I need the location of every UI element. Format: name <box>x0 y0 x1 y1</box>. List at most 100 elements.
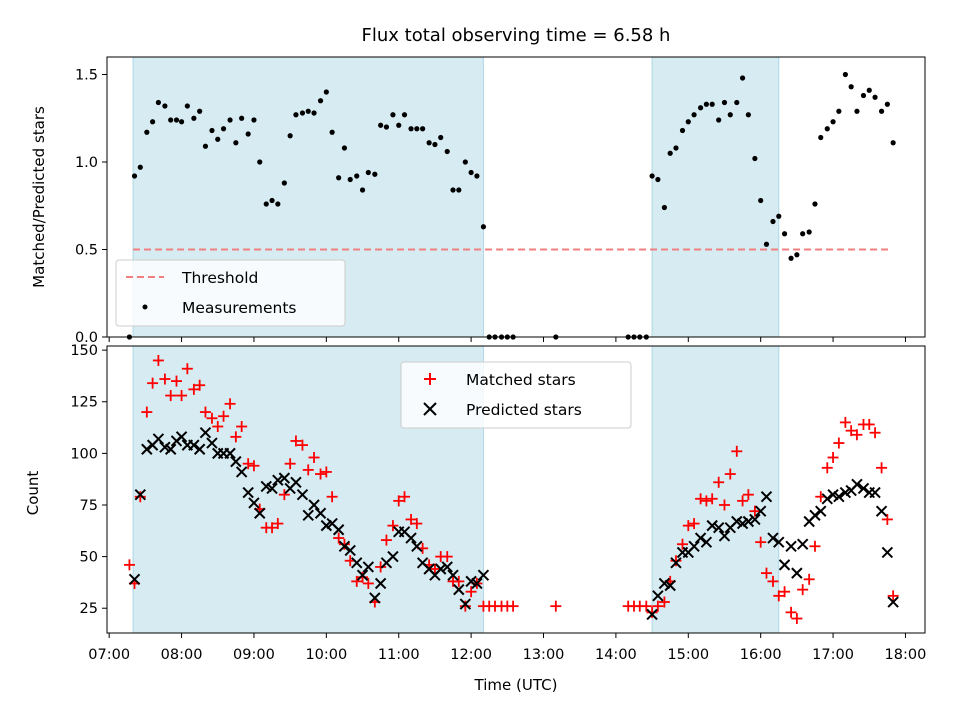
measurement-point <box>697 105 704 111</box>
measurement-point <box>137 164 143 170</box>
predicted-star-point <box>706 519 718 532</box>
matched-star-point <box>165 390 177 402</box>
measurement-point <box>752 155 758 162</box>
shaded-interval <box>651 345 780 634</box>
predicted-star-point <box>235 466 248 478</box>
matched-star-point <box>718 499 730 511</box>
predicted-star-point <box>199 427 212 439</box>
predicted-star-point <box>254 507 266 519</box>
matched-star-point <box>670 555 682 567</box>
measurement-point <box>432 141 438 148</box>
chart-title: Flux total observing time = 6.58 h <box>362 25 671 46</box>
predicted-star-point <box>362 561 375 573</box>
legend-measurements-swatch <box>142 304 148 310</box>
matched-star-point <box>453 575 465 587</box>
matched-star-point <box>393 495 405 507</box>
matched-star-point <box>405 513 417 525</box>
predicted-star-point <box>785 540 797 552</box>
measurement-point <box>854 108 860 114</box>
measurement-point <box>178 119 185 125</box>
measurement-point <box>655 176 661 183</box>
measurement-point <box>872 94 878 100</box>
matched-star-point <box>152 354 164 366</box>
x-tick-label: 14:00 <box>595 647 637 663</box>
measurement-point <box>462 159 468 165</box>
matched-star-point <box>188 383 200 395</box>
matched-star-point <box>658 596 670 608</box>
predicted-star-point <box>351 557 363 569</box>
measurement-point <box>173 117 180 123</box>
matched-star-point <box>248 460 260 472</box>
measurement-point <box>378 122 384 128</box>
measurement-point <box>383 124 390 130</box>
measurement-point <box>716 117 722 123</box>
top-y-axis-label: Matched/Predicted stars <box>30 106 48 288</box>
predicted-star-point <box>188 439 200 451</box>
matched-star-point <box>876 462 888 474</box>
predicted-star-point <box>670 557 682 569</box>
y-tick-label: 100 <box>70 446 98 462</box>
matched-star-point <box>320 466 332 478</box>
measurement-point <box>800 231 806 237</box>
bottom-axes-frame <box>106 345 926 634</box>
measurement-point <box>245 131 251 137</box>
measurement-point <box>770 218 776 225</box>
measurement-point <box>239 115 245 121</box>
measurement-point <box>372 171 378 177</box>
y-tick-label: 0.5 <box>75 243 98 259</box>
matched-star-point <box>411 518 423 530</box>
x-tick-label: 09:00 <box>233 647 275 663</box>
measurement-point <box>329 129 335 135</box>
matched-star-point <box>791 613 803 625</box>
y-tick-label: 150 <box>70 343 98 359</box>
bottom-panel: 25 50 75 100 125 150 07:00 08:00 09:00 10:00 11:0… <box>24 343 926 694</box>
matched-star-point <box>550 600 562 612</box>
matched-star-point <box>351 575 363 587</box>
top-axes-frame <box>106 56 926 338</box>
predicted-star-point <box>821 493 833 505</box>
measurement-point <box>830 119 836 125</box>
measurement-point <box>263 201 269 207</box>
matched-star-point <box>141 406 153 418</box>
measurement-point <box>468 169 474 176</box>
bottom-legend: Matched stars Predicted stars <box>400 361 632 429</box>
predicted-star-point <box>128 573 141 586</box>
measurement-point <box>824 126 830 132</box>
predicted-star-point <box>387 550 399 563</box>
matched-star-point <box>465 586 477 598</box>
matched-star-point <box>749 505 761 517</box>
measurement-point <box>287 133 293 139</box>
predicted-star-point <box>646 608 658 621</box>
matched-star-point <box>212 421 224 433</box>
matched-star-point <box>224 398 236 410</box>
predicted-star-point <box>278 472 291 484</box>
measurement-point <box>144 129 150 135</box>
measurement-point <box>739 75 746 81</box>
measurement-point <box>860 92 867 99</box>
measurement-point <box>818 134 824 141</box>
measurement-point <box>884 101 890 107</box>
matched-star-point <box>773 590 785 602</box>
matched-star-point <box>266 522 278 534</box>
measurement-point <box>703 101 709 107</box>
predicted-star-point <box>477 569 490 581</box>
predicted-star-point <box>411 540 423 552</box>
measurement-point <box>866 87 872 93</box>
predicted-star-point <box>302 509 314 522</box>
shaded-interval <box>651 56 780 338</box>
matched-star-point <box>688 518 700 530</box>
measurement-point <box>848 84 854 90</box>
matched-star-point <box>755 536 767 548</box>
matched-star-point <box>833 437 845 449</box>
measurement-point <box>438 134 444 141</box>
predicted-star-point <box>206 437 218 449</box>
matched-star-point <box>308 451 320 463</box>
measurement-point <box>336 175 342 181</box>
measurement-point <box>341 145 348 151</box>
measurement-point <box>275 201 281 207</box>
measurement-point <box>836 108 842 114</box>
matched-star-point <box>290 435 302 447</box>
matched-star-point <box>199 406 211 418</box>
measurement-point <box>269 197 275 204</box>
predicted-star-point <box>344 544 356 557</box>
